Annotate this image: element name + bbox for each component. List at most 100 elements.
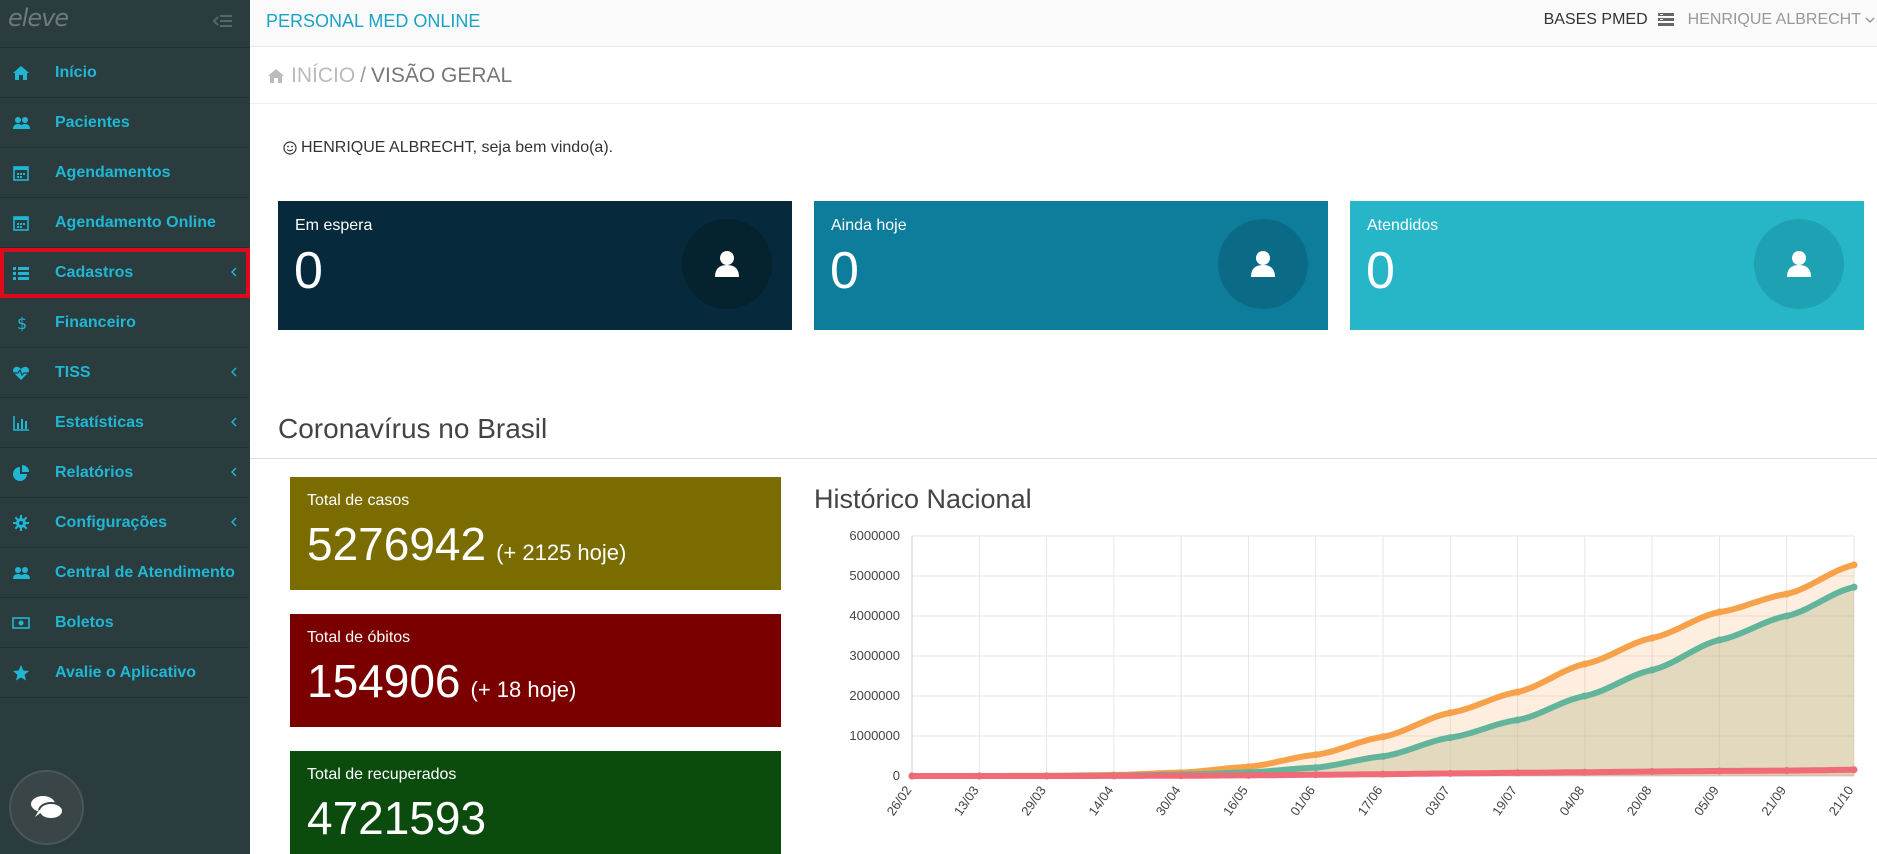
- x-tick-label: 30/04: [1153, 783, 1184, 818]
- data-point-recovered: [1379, 752, 1387, 760]
- database-icon[interactable]: [1657, 13, 1674, 27]
- stat-box-today[interactable]: Ainda hoje 0: [814, 201, 1328, 330]
- bases-label[interactable]: BASES PMED: [1543, 11, 1648, 28]
- sidebar-item-avalie-o-aplicativo[interactable]: Avalie o Aplicativo: [0, 648, 250, 698]
- home-icon: [268, 68, 284, 83]
- data-point-recovered: [1783, 612, 1791, 620]
- user-menu[interactable]: HENRIQUE ALBRECHT: [1687, 11, 1861, 28]
- user-icon: [715, 251, 739, 277]
- sidebar-item-central-de-atendimento[interactable]: Central de Atendimento: [0, 548, 250, 598]
- logo-row: eleve: [0, 0, 250, 48]
- total-cases-delta: (+ 2125 hoje): [496, 540, 627, 565]
- collapse-sidebar-icon[interactable]: [212, 10, 234, 32]
- x-tick-label: 04/08: [1556, 783, 1587, 818]
- chat-icon: [30, 795, 64, 820]
- sidebar-item-label: Boletos: [55, 613, 114, 631]
- x-tick-label: 29/03: [1018, 783, 1049, 818]
- data-point-deaths: [975, 772, 983, 780]
- sidebar-item-configuracoes[interactable]: Configurações: [0, 498, 250, 548]
- data-point-deaths: [1581, 768, 1589, 776]
- data-point-cases: [1581, 660, 1589, 668]
- total-deaths-delta: (+ 18 hoje): [470, 677, 577, 702]
- sidebar-nav: Início Pacientes Agendamentos Agendamento O…: [0, 48, 250, 698]
- sidebar-item-inicio[interactable]: Início: [0, 48, 250, 98]
- stat-icon-circle: [1754, 219, 1844, 309]
- welcome-text: HENRIQUE ALBRECHT, seja bem vindo(a).: [301, 139, 614, 156]
- sidebar-item-agendamentos[interactable]: Agendamentos: [0, 148, 250, 198]
- data-point-recovered: [1514, 716, 1522, 724]
- stat-value: 0: [1366, 242, 1395, 300]
- y-tick-label: 2000000: [849, 688, 900, 703]
- data-point-cases: [1514, 688, 1522, 696]
- y-tick-label: 6000000: [849, 528, 900, 543]
- chevron-down-icon[interactable]: [1865, 16, 1875, 24]
- chevron-left-icon: [231, 417, 237, 427]
- chat-button[interactable]: [9, 770, 84, 845]
- stat-title: Em espera: [295, 217, 373, 234]
- sidebar-item-relatorios[interactable]: Relatórios: [0, 448, 250, 498]
- x-tick-label: 21/09: [1758, 783, 1789, 818]
- stat-value: 0: [294, 242, 323, 300]
- data-point-recovered: [1648, 666, 1656, 674]
- x-tick-label: 13/03: [951, 783, 982, 818]
- total-recovered-value-row: 4721593: [307, 791, 486, 845]
- sidebar-item-cadastros[interactable]: Cadastros: [0, 248, 250, 298]
- sidebar-item-label: Configurações: [55, 513, 168, 531]
- y-tick-label: 3000000: [849, 648, 900, 663]
- user-icon: [1787, 251, 1811, 277]
- sidebar-item-boletos[interactable]: Boletos: [0, 598, 250, 648]
- stat-box-attended[interactable]: Atendidos 0: [1350, 201, 1864, 330]
- stat-title: Ainda hoje: [831, 217, 907, 234]
- brand-title[interactable]: PERSONAL MED ONLINE: [266, 11, 481, 31]
- x-tick-label: 19/07: [1489, 783, 1520, 818]
- breadcrumb-home[interactable]: INÍCIO: [267, 64, 355, 88]
- data-point-deaths: [1043, 772, 1051, 780]
- sidebar-item-tiss[interactable]: TISS: [0, 348, 250, 398]
- welcome-message: HENRIQUE ALBRECHT, seja bem vindo(a).: [283, 139, 613, 157]
- dollar-icon: $: [1, 314, 41, 332]
- x-tick-label: 16/05: [1220, 783, 1251, 818]
- sidebar-item-label: TISS: [55, 363, 91, 381]
- data-point-cases: [1244, 763, 1252, 771]
- data-point-deaths: [1514, 769, 1522, 777]
- x-tick-label: 01/06: [1287, 783, 1318, 818]
- money-icon: [1, 614, 41, 632]
- data-point-deaths: [1244, 771, 1252, 779]
- national-history-chart: 6000000 5000000 4000000 3000000 2000000 10000…: [849, 528, 1858, 818]
- total-deaths-value: 154906: [307, 655, 461, 707]
- data-point-cases: [1648, 634, 1656, 642]
- svg-text:$: $: [17, 314, 27, 332]
- sidebar-item-agendamento-online[interactable]: Agendamento Online: [0, 198, 250, 248]
- section-title: Coronavírus no Brasil: [278, 413, 548, 444]
- heartbeat-icon: [1, 364, 41, 382]
- data-point-deaths: [1783, 767, 1791, 775]
- data-point-cases: [1312, 751, 1320, 759]
- breadcrumb-separator: /: [360, 63, 367, 87]
- x-tick-label: 17/06: [1355, 783, 1386, 818]
- gear-icon: [1, 514, 41, 532]
- total-cases-value-row: 5276942 (+ 2125 hoje): [307, 517, 626, 571]
- calendar-icon: [1, 214, 41, 232]
- sidebar-item-financeiro[interactable]: $ Financeiro: [0, 298, 250, 348]
- sidebar-item-label: Pacientes: [55, 113, 130, 131]
- data-point-deaths: [1715, 767, 1723, 775]
- data-point-deaths: [908, 772, 916, 780]
- chevron-left-icon: [231, 467, 237, 477]
- sidebar-item-estatisticas[interactable]: Estatísticas: [0, 398, 250, 448]
- pie-chart-icon: [1, 464, 41, 482]
- sidebar-item-label: Estatísticas: [55, 413, 144, 431]
- data-point-recovered: [1715, 636, 1723, 644]
- sidebar-item-label: Início: [55, 63, 97, 81]
- breadcrumb-home-label: INÍCIO: [291, 63, 356, 87]
- data-point-deaths: [1446, 769, 1454, 777]
- bar-chart-icon: [1, 414, 41, 432]
- sidebar-item-label: Cadastros: [55, 263, 134, 281]
- y-tick-label: 1000000: [849, 728, 900, 743]
- sidebar-item-label: Financeiro: [55, 313, 136, 331]
- data-point-recovered: [1581, 692, 1589, 700]
- sidebar-item-pacientes[interactable]: Pacientes: [0, 98, 250, 148]
- data-point-deaths: [1648, 768, 1656, 776]
- sidebar-item-label: Central de Atendimento: [55, 563, 235, 581]
- stat-box-waiting[interactable]: Em espera 0: [278, 201, 792, 330]
- data-point-cases: [1715, 608, 1723, 616]
